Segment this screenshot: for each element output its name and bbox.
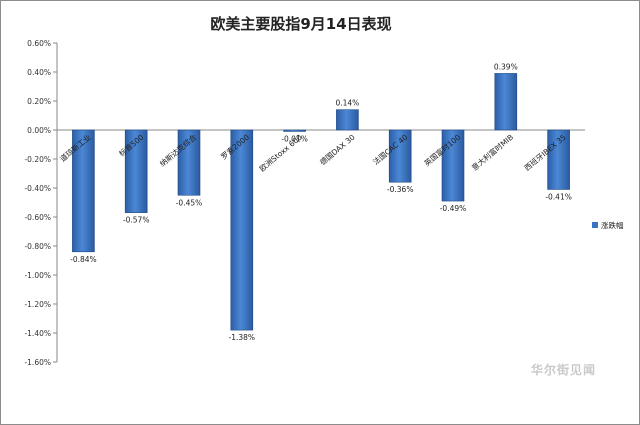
bar (494, 73, 518, 131)
data-label: -0.84% (70, 255, 97, 264)
y-tick-label: -1.60% (24, 358, 51, 367)
bar (230, 129, 254, 331)
y-tick-label: -1.20% (24, 300, 51, 309)
category-label: 德国DAX 30 (317, 132, 356, 167)
data-label: 0.14% (335, 99, 359, 108)
data-label: -0.49% (440, 204, 467, 213)
chart-title: 欧美主要股指9月14日表现 (210, 15, 391, 33)
legend-label: 涨跌幅 (601, 220, 624, 230)
y-tick-label: -1.00% (24, 271, 51, 280)
data-label: -0.01% (281, 134, 308, 143)
bar (72, 129, 95, 253)
legend: 涨跌幅 (592, 220, 624, 230)
bar (283, 129, 306, 132)
data-labels: -0.84% -0.57% -0.45% -1.38% -0.01% 0.14% -0.36… (70, 62, 572, 342)
category-label: 意大利富时MIB (469, 132, 515, 173)
y-tick-label: 0.20% (27, 97, 51, 106)
data-label: -0.45% (176, 198, 203, 207)
y-tick-label: 0.00% (27, 126, 51, 135)
y-tick-label: -0.40% (24, 184, 51, 193)
data-label: -0.41% (545, 192, 572, 201)
bar (336, 109, 359, 131)
data-label: -0.36% (387, 185, 414, 194)
data-label: -1.38% (229, 333, 256, 342)
legend-swatch (592, 222, 598, 228)
bar (388, 129, 412, 183)
watermark: 华尔街见闻 (531, 363, 597, 377)
y-tick-label: 0.40% (27, 68, 51, 77)
bar (441, 129, 465, 202)
y-tick-label: -0.80% (24, 242, 51, 251)
y-tick-label: 0.60% (27, 39, 51, 48)
y-axis: 0.60% 0.40% 0.20% 0.00% -0.20% -0.40% -0.60% -0… (24, 39, 585, 367)
bar (124, 129, 148, 213)
y-tick-label: -1.40% (24, 329, 51, 338)
data-label: 0.39% (494, 62, 518, 71)
bars (72, 73, 570, 331)
bar (177, 129, 201, 196)
y-tick-label: -0.20% (24, 155, 51, 164)
y-tick-label: -0.60% (24, 213, 51, 222)
data-label: -0.57% (123, 216, 150, 225)
bar (547, 129, 570, 190)
